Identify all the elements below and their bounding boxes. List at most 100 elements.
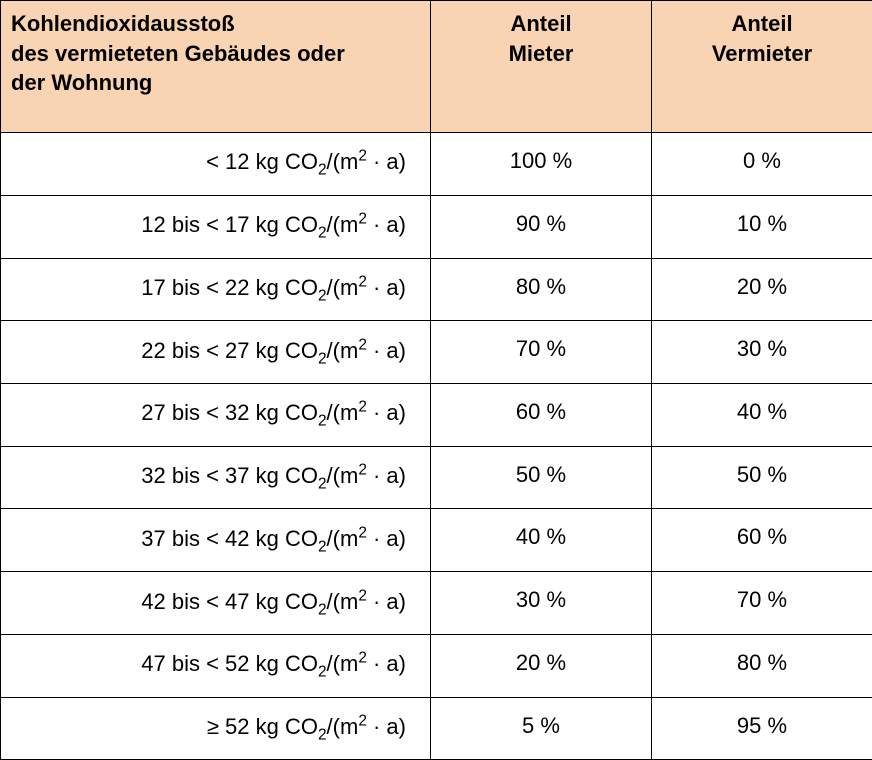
unit-perm: /(m bbox=[327, 463, 359, 488]
landlord-share-cell: 50 % bbox=[652, 446, 872, 509]
unit-kg: kg CO bbox=[256, 526, 318, 551]
range-prefix: 32 bis < 37 bbox=[141, 463, 249, 488]
unit-sub2: 2 bbox=[318, 350, 327, 367]
unit-kg: kg CO bbox=[256, 275, 318, 300]
unit-sup2: 2 bbox=[358, 713, 367, 730]
tenant-share-cell: 50 % bbox=[431, 446, 652, 509]
unit-sup2: 2 bbox=[358, 274, 367, 291]
landlord-share-cell: 95 % bbox=[652, 697, 872, 760]
table-row: 47 bis < 52 kg CO2/(m2 · a) 20 % 80 % bbox=[1, 634, 872, 697]
emission-range-cell: 32 bis < 37 kg CO2/(m2 · a) bbox=[1, 446, 431, 509]
emission-range-cell: < 12 kg CO2/(m2 · a) bbox=[1, 133, 431, 196]
unit-dota: · a) bbox=[367, 400, 406, 425]
unit-sup2: 2 bbox=[358, 399, 367, 416]
unit-dota: · a) bbox=[367, 149, 406, 174]
unit-sub2: 2 bbox=[318, 162, 327, 179]
emission-range-cell: 12 bis < 17 kg CO2/(m2 · a) bbox=[1, 195, 431, 258]
emission-range-cell: 47 bis < 52 kg CO2/(m2 · a) bbox=[1, 634, 431, 697]
table-row: 27 bis < 32 kg CO2/(m2 · a) 60 % 40 % bbox=[1, 384, 872, 447]
tenant-share-cell: 60 % bbox=[431, 384, 652, 447]
co2-cost-split-table: Kohlendioxidausstoß des vermieteten Gebä… bbox=[0, 0, 872, 760]
unit-dota: · a) bbox=[367, 526, 406, 551]
landlord-share-cell: 40 % bbox=[652, 384, 872, 447]
unit-kg: kg CO bbox=[256, 212, 318, 237]
unit-sup2: 2 bbox=[358, 148, 367, 165]
landlord-share-cell: 70 % bbox=[652, 572, 872, 635]
table-row: 17 bis < 22 kg CO2/(m2 · a) 80 % 20 % bbox=[1, 258, 872, 321]
header-col-landlord: Anteil Vermieter bbox=[652, 1, 872, 133]
unit-sup2: 2 bbox=[358, 587, 367, 604]
unit-sub2: 2 bbox=[318, 413, 327, 430]
unit-dota: · a) bbox=[367, 275, 406, 300]
header-col3-line1: Anteil bbox=[731, 11, 792, 36]
range-prefix: 42 bis < 47 bbox=[141, 589, 249, 614]
unit-perm: /(m bbox=[327, 275, 359, 300]
header-col-tenant: Anteil Mieter bbox=[431, 1, 652, 133]
tenant-share-cell: 5 % bbox=[431, 697, 652, 760]
emission-range-cell: 22 bis < 27 kg CO2/(m2 · a) bbox=[1, 321, 431, 384]
emission-range-cell: 42 bis < 47 kg CO2/(m2 · a) bbox=[1, 572, 431, 635]
unit-sup2: 2 bbox=[358, 650, 367, 667]
header-col1-line1: Kohlendioxidausstoß bbox=[11, 11, 235, 36]
unit-sub2: 2 bbox=[318, 726, 327, 743]
unit-perm: /(m bbox=[327, 400, 359, 425]
unit-kg: kg CO bbox=[256, 463, 318, 488]
emission-range-cell: 27 bis < 32 kg CO2/(m2 · a) bbox=[1, 384, 431, 447]
unit-kg: kg CO bbox=[256, 149, 318, 174]
unit-sub2: 2 bbox=[318, 475, 327, 492]
unit-perm: /(m bbox=[327, 714, 359, 739]
range-prefix: ≥ 52 bbox=[207, 714, 250, 739]
range-prefix: 37 bis < 42 bbox=[141, 526, 249, 551]
range-prefix: 22 bis < 27 bbox=[141, 338, 249, 363]
table-row: 22 bis < 27 kg CO2/(m2 · a) 70 % 30 % bbox=[1, 321, 872, 384]
unit-perm: /(m bbox=[327, 338, 359, 363]
unit-kg: kg CO bbox=[256, 714, 318, 739]
header-row: Kohlendioxidausstoß des vermieteten Gebä… bbox=[1, 1, 872, 133]
unit-sub2: 2 bbox=[318, 538, 327, 555]
unit-sub2: 2 bbox=[318, 664, 327, 681]
tenant-share-cell: 80 % bbox=[431, 258, 652, 321]
emission-range-cell: 37 bis < 42 kg CO2/(m2 · a) bbox=[1, 509, 431, 572]
landlord-share-cell: 80 % bbox=[652, 634, 872, 697]
tenant-share-cell: 90 % bbox=[431, 195, 652, 258]
tenant-share-cell: 40 % bbox=[431, 509, 652, 572]
header-col3-line2: Vermieter bbox=[712, 41, 812, 66]
table-row: 37 bis < 42 kg CO2/(m2 · a) 40 % 60 % bbox=[1, 509, 872, 572]
header-col2-line1: Anteil bbox=[510, 11, 571, 36]
unit-sub2: 2 bbox=[318, 601, 327, 618]
unit-kg: kg CO bbox=[256, 338, 318, 363]
header-col2-line2: Mieter bbox=[509, 41, 574, 66]
unit-perm: /(m bbox=[327, 149, 359, 174]
tenant-share-cell: 70 % bbox=[431, 321, 652, 384]
range-prefix: < 12 bbox=[206, 149, 249, 174]
landlord-share-cell: 10 % bbox=[652, 195, 872, 258]
unit-dota: · a) bbox=[367, 212, 406, 237]
unit-kg: kg CO bbox=[256, 589, 318, 614]
unit-dota: · a) bbox=[367, 589, 406, 614]
table-row: 12 bis < 17 kg CO2/(m2 · a) 90 % 10 % bbox=[1, 195, 872, 258]
range-prefix: 47 bis < 52 bbox=[141, 651, 249, 676]
unit-kg: kg CO bbox=[256, 400, 318, 425]
unit-dota: · a) bbox=[367, 338, 406, 363]
unit-sup2: 2 bbox=[358, 524, 367, 541]
tenant-share-cell: 20 % bbox=[431, 634, 652, 697]
header-col1-line3: der Wohnung bbox=[11, 70, 152, 95]
table-row: < 12 kg CO2/(m2 · a) 100 % 0 % bbox=[1, 133, 872, 196]
unit-sub2: 2 bbox=[318, 225, 327, 242]
unit-dota: · a) bbox=[367, 651, 406, 676]
landlord-share-cell: 30 % bbox=[652, 321, 872, 384]
unit-perm: /(m bbox=[327, 589, 359, 614]
unit-sup2: 2 bbox=[358, 211, 367, 228]
range-prefix: 12 bis < 17 bbox=[141, 212, 249, 237]
range-prefix: 27 bis < 32 bbox=[141, 400, 249, 425]
unit-perm: /(m bbox=[327, 651, 359, 676]
table-row: 42 bis < 47 kg CO2/(m2 · a) 30 % 70 % bbox=[1, 572, 872, 635]
table-row: 32 bis < 37 kg CO2/(m2 · a) 50 % 50 % bbox=[1, 446, 872, 509]
table-row: ≥ 52 kg CO2/(m2 · a) 5 % 95 % bbox=[1, 697, 872, 760]
emission-range-cell: ≥ 52 kg CO2/(m2 · a) bbox=[1, 697, 431, 760]
landlord-share-cell: 20 % bbox=[652, 258, 872, 321]
header-col1-line2: des vermieteten Gebäudes oder bbox=[11, 41, 345, 66]
unit-dota: · a) bbox=[367, 714, 406, 739]
landlord-share-cell: 60 % bbox=[652, 509, 872, 572]
unit-kg: kg CO bbox=[256, 651, 318, 676]
